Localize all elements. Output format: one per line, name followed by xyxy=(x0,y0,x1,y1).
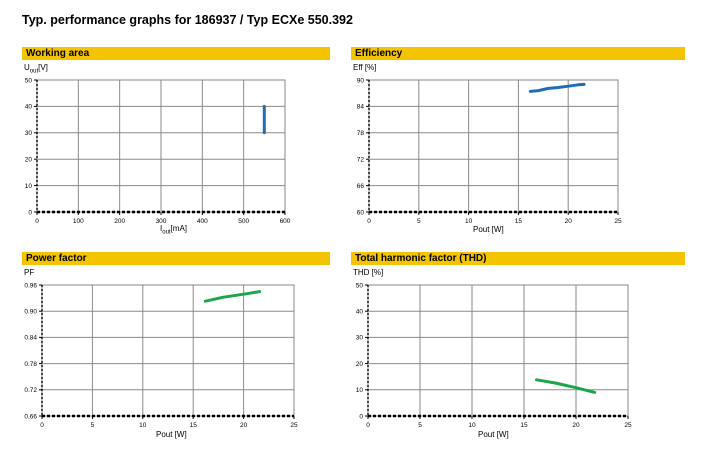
y-tick-label: 0.84 xyxy=(24,335,37,342)
x-tick-label: 10 xyxy=(468,422,476,429)
x-tick-label: 20 xyxy=(565,218,573,225)
y-tick-label: 0.78 xyxy=(24,361,37,368)
thd-chart: 0 5 10 15 20 25 0 10 20 30 40 50 xyxy=(356,282,632,429)
x-tick-label: 100 xyxy=(73,218,84,225)
y-tick-label: 0.96 xyxy=(24,282,37,289)
x-axis-label: Pout [W] xyxy=(473,225,504,234)
x-tick-label: 25 xyxy=(624,422,632,429)
y-tick-label: 0 xyxy=(28,209,32,216)
y-tick-label: 60 xyxy=(357,209,365,216)
panel-thd: Total harmonic factor (THD) THD [%] Pout… xyxy=(351,252,685,444)
efficiency-chart: 0 5 10 15 20 25 60 66 72 78 84 90 xyxy=(357,77,622,225)
y-tick-label: 40 xyxy=(25,104,33,111)
page-title: Typ. performance graphs for 186937 / Typ… xyxy=(22,13,353,27)
panel-efficiency: Efficiency Eff [%] Pout [W] 0 5 10 15 20 25 60… xyxy=(351,47,685,239)
y-tick-label: 30 xyxy=(356,335,364,342)
x-tick-label: 20 xyxy=(572,422,580,429)
y-tick-label: 78 xyxy=(357,130,365,137)
x-tick-label: 25 xyxy=(290,422,298,429)
series-line xyxy=(528,82,586,93)
x-tick-label: 0 xyxy=(366,422,370,429)
y-tick-label: 0.66 xyxy=(24,413,37,420)
x-tick-label: 25 xyxy=(614,218,622,225)
y-axis-label: THD [%] xyxy=(353,268,384,277)
panel-working-area: Working area Uout[V] Iout[mA] 0 100 200 300… xyxy=(22,47,330,236)
x-axis-label: Pout [W] xyxy=(156,430,187,439)
series-line xyxy=(203,290,262,303)
panel-title: Working area xyxy=(22,47,330,60)
x-tick-label: 10 xyxy=(139,422,147,429)
x-tick-label: 200 xyxy=(114,218,125,225)
y-tick-label: 10 xyxy=(25,183,33,190)
y-axis-label: Eff [%] xyxy=(353,63,377,72)
y-tick-label: 40 xyxy=(356,309,364,316)
x-tick-label: 300 xyxy=(156,218,167,225)
panel-title: Power factor xyxy=(22,252,330,265)
x-axis-label: Pout [W] xyxy=(478,430,509,439)
y-tick-label: 84 xyxy=(357,104,365,111)
x-tick-label: 5 xyxy=(91,422,95,429)
x-tick-label: 20 xyxy=(240,422,248,429)
y-tick-label: 20 xyxy=(25,157,33,164)
y-axis-label: Uout[V] xyxy=(24,63,48,75)
y-tick-label: 10 xyxy=(356,387,364,394)
panel-title: Total harmonic factor (THD) xyxy=(351,252,685,265)
y-tick-label: 20 xyxy=(356,361,364,368)
x-axis-label: Iout[mA] xyxy=(160,224,188,236)
panel-title: Efficiency xyxy=(351,47,685,60)
plot-area xyxy=(41,284,295,417)
x-tick-label: 500 xyxy=(238,218,249,225)
y-axis-label: PF xyxy=(24,268,35,277)
x-tick-label: 15 xyxy=(520,422,528,429)
y-tick-label: 0.90 xyxy=(24,309,37,316)
plot-area xyxy=(368,79,619,213)
plot-area xyxy=(367,284,629,417)
x-tick-label: 0 xyxy=(40,422,44,429)
x-tick-label: 0 xyxy=(367,218,371,225)
y-tick-label: 50 xyxy=(356,282,364,289)
x-tick-label: 15 xyxy=(515,218,523,225)
y-tick-label: 0.72 xyxy=(24,387,37,394)
x-tick-label: 15 xyxy=(190,422,198,429)
x-tick-label: 600 xyxy=(280,218,291,225)
working-area-chart: 0 100 200 300 400 500 600 0 10 20 30 40 50 xyxy=(25,77,291,225)
panel-power-factor: Power factor PF Pout [W] 0 5 10 15 20 25 0.66 0… xyxy=(22,252,330,444)
series-line xyxy=(535,378,597,394)
x-tick-label: 400 xyxy=(197,218,208,225)
y-tick-label: 30 xyxy=(25,130,33,137)
y-tick-label: 66 xyxy=(357,183,365,190)
x-tick-label: 5 xyxy=(417,218,421,225)
x-tick-label: 10 xyxy=(465,218,473,225)
y-tick-label: 50 xyxy=(25,77,33,84)
x-tick-label: 5 xyxy=(418,422,422,429)
x-tick-label: 0 xyxy=(35,218,39,225)
y-tick-label: 90 xyxy=(357,77,365,84)
y-tick-label: 72 xyxy=(357,157,365,164)
power-factor-chart: 0 5 10 15 20 25 0.66 0.72 0.78 0.84 0.90 0.96 xyxy=(24,282,298,429)
y-tick-label: 0 xyxy=(359,413,363,420)
